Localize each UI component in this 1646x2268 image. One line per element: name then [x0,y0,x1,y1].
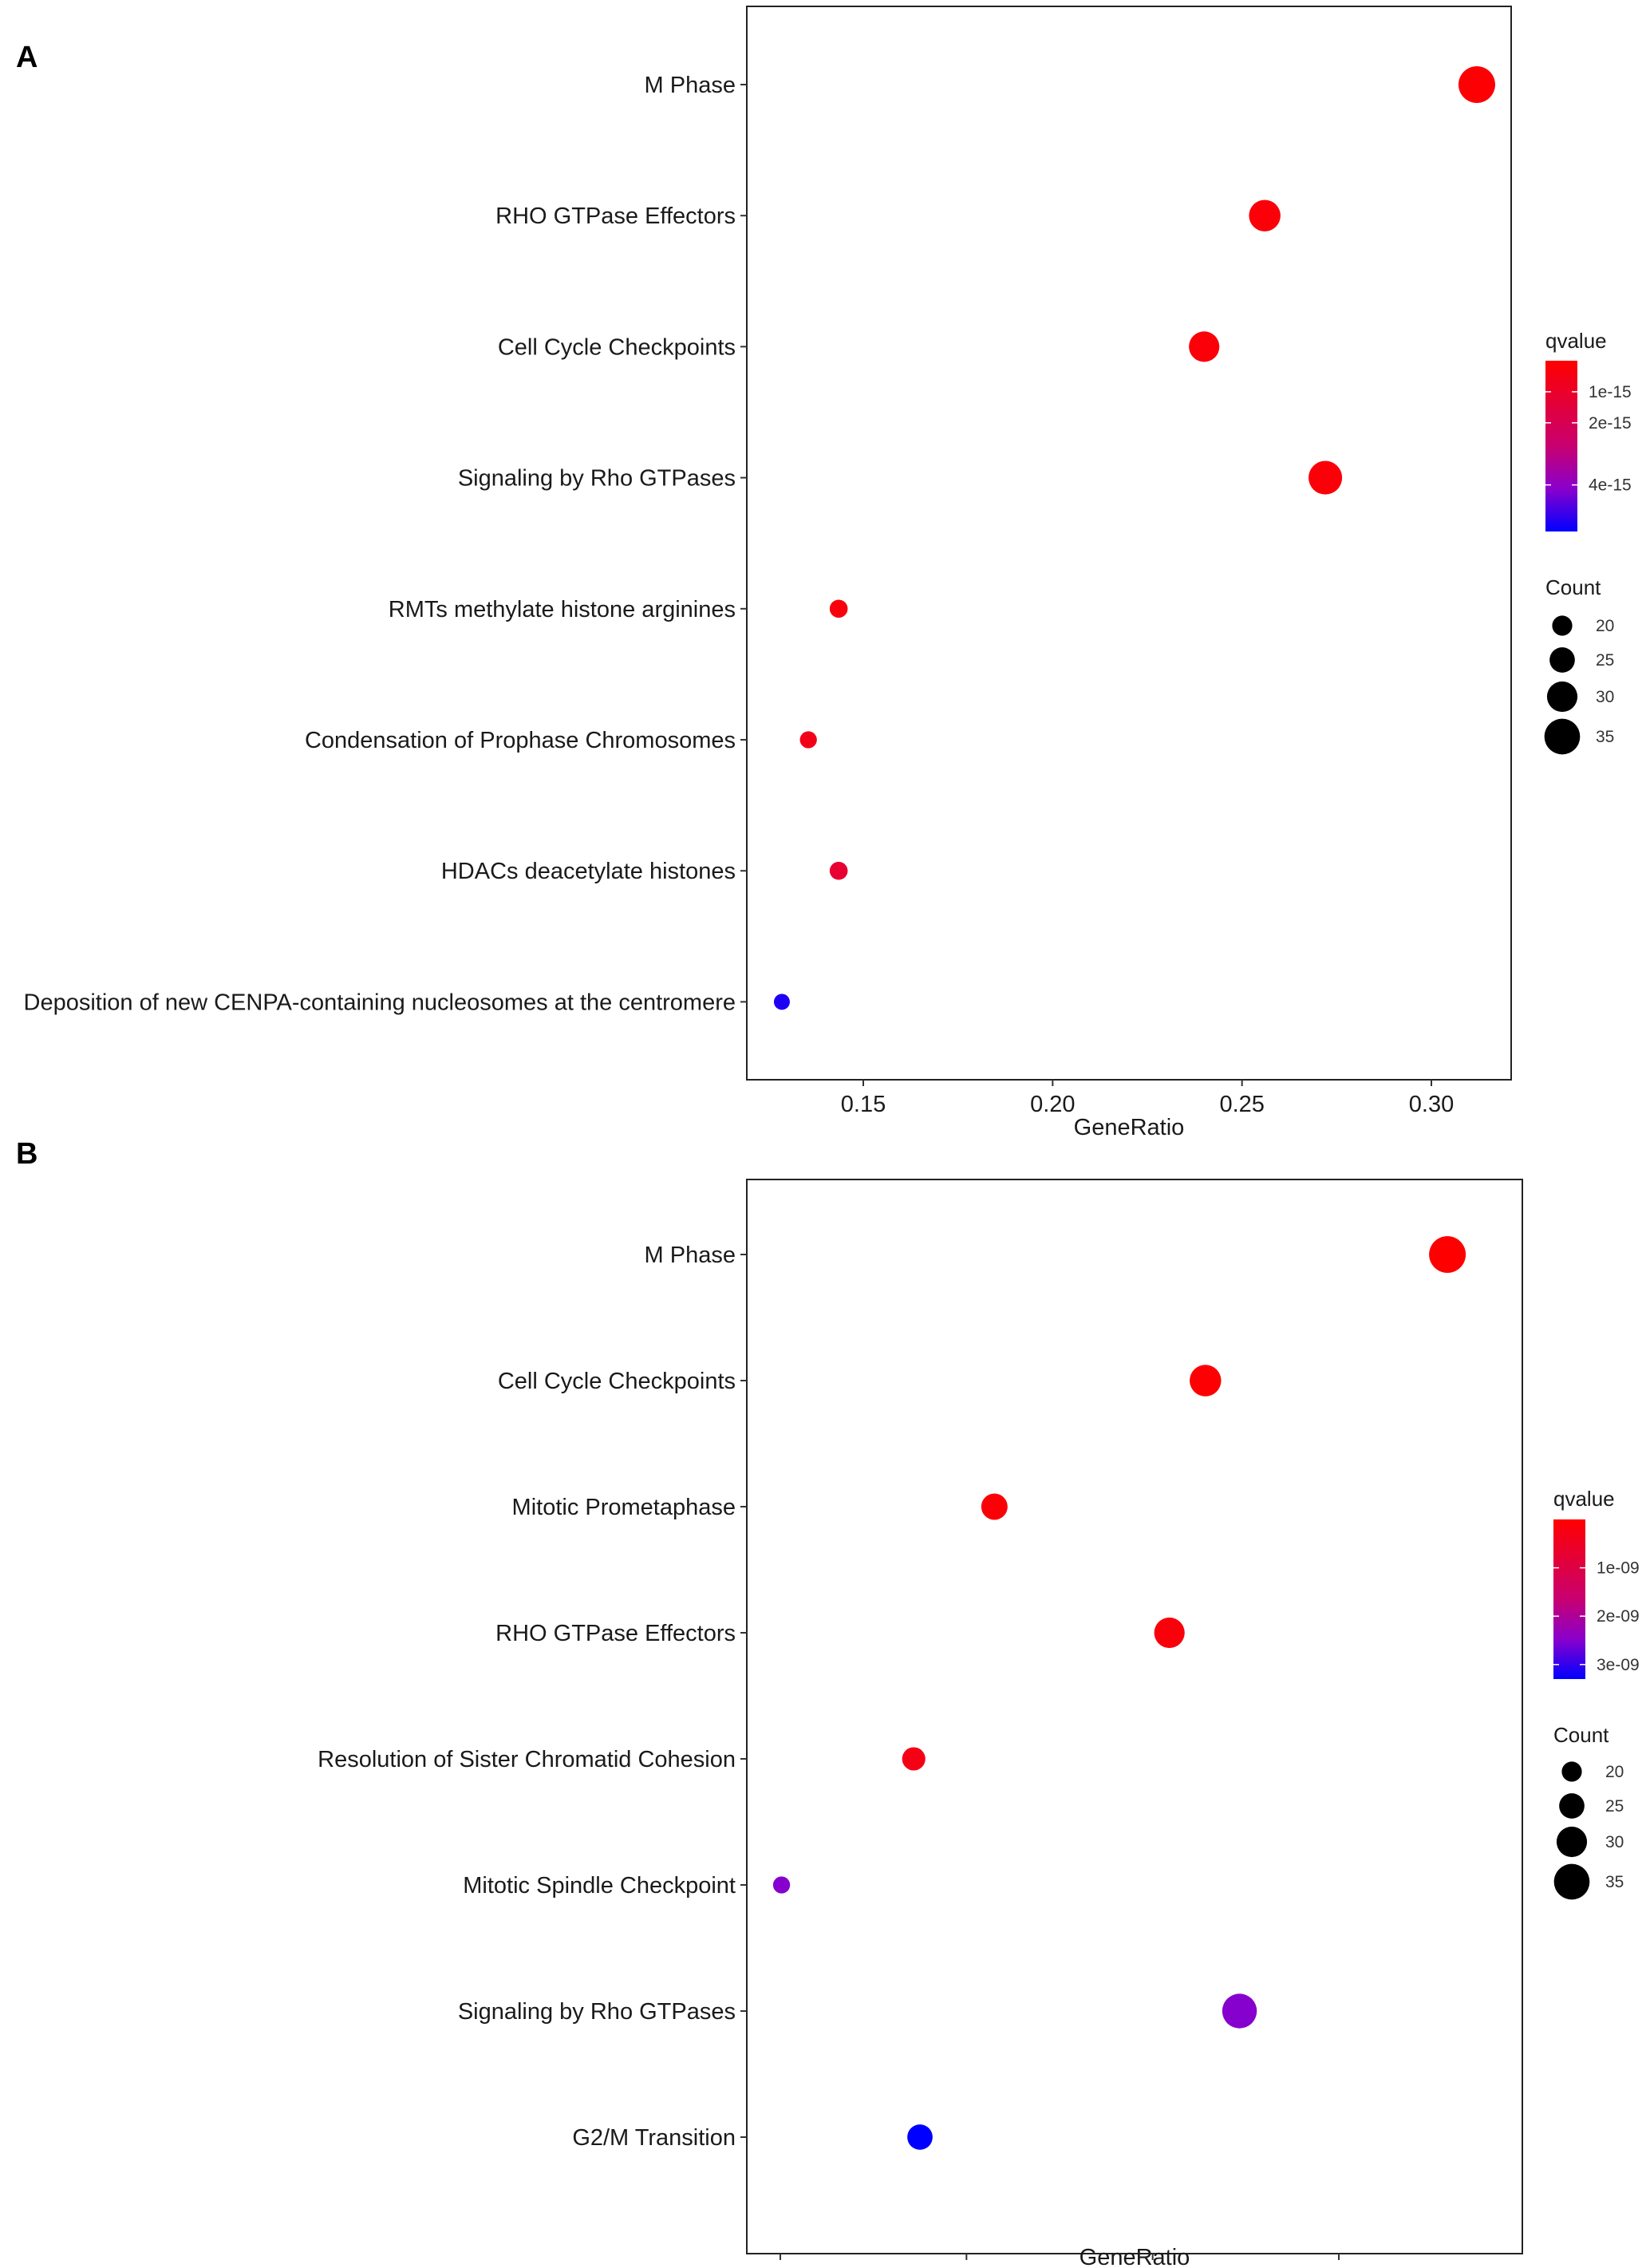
y-axis-labels: M Phase RHO GTPase Effectors Cell Cycle Ch… [24,73,736,1015]
size-legend-label: 25 [1596,651,1614,670]
y-tick-label: M Phase [645,1243,736,1268]
data-point [981,1493,1008,1520]
size-legend-title: Count [1553,1723,1609,1747]
y-tick-label: Mitotic Prometaphase [512,1495,736,1520]
data-point [829,599,848,618]
size-legend-circle [1559,1793,1585,1819]
data-point [907,2124,933,2150]
y-tick-label: Resolution of Sister Chromatid Cohesion [318,1747,736,1772]
data-point [1429,1236,1466,1273]
x-tick-label: 0.30 [1409,1092,1454,1117]
size-legend-circle [1553,1863,1590,1900]
y-tick-label: Condensation of Prophase Chromosomes [305,728,736,753]
color-legend-label: 3e-09 [1597,1656,1640,1674]
data-point [773,994,790,1010]
data-point [902,1747,926,1771]
color-legend-label: 2e-09 [1597,1607,1640,1626]
y-axis-ticks [740,84,747,1003]
y-tick-label: Signaling by Rho GTPases [458,1999,736,2025]
y-tick-label: HDACs deacetylate histones [441,859,736,884]
size-legend-circle [1552,615,1573,636]
y-tick-label: RHO GTPase Effectors [495,203,736,229]
data-point [1458,66,1495,103]
x-tick-label: 0.15 [1130,2266,1174,2268]
size-legend-circle [1544,718,1581,755]
x-axis-title: GeneRatio [1074,1115,1185,1140]
color-legend-label: 1e-09 [1597,1559,1640,1578]
x-tick-label: 0.18 [1316,2266,1361,2268]
y-tick-label: RMTs methylate histone arginines [389,597,736,622]
plot-frame [746,6,1512,1081]
y-tick-label: Cell Cycle Checkpoints [498,1369,736,1394]
y-tick-label: G2/M Transition [572,2125,736,2151]
data-point [1190,1365,1222,1397]
data-point [1189,331,1220,362]
data-points [772,1236,1466,2150]
color-legend-bar [1545,361,1577,531]
panel-b: B M Phase Cell Cycle Checkpoints Mitotic P… [16,1137,1640,2268]
size-legend-label: 30 [1605,1833,1624,1851]
legends: qvalue 1e-15 2e-15 4e-15 Count 20 25 30 35 [1544,329,1632,755]
x-tick-label: 0.25 [1219,1092,1264,1117]
y-tick-label: RHO GTPase Effectors [495,1621,736,1646]
y-tick-label: Mitotic Spindle Checkpoint [463,1873,736,1899]
color-legend-bar [1553,1519,1585,1679]
color-legend-title: qvalue [1545,329,1607,353]
size-legend-circle [1556,1826,1588,1858]
y-axis-labels: M Phase Cell Cycle Checkpoints Mitotic Pro… [318,1243,736,2151]
y-tick-label: Signaling by Rho GTPases [458,466,736,492]
color-legend-title: qvalue [1553,1487,1615,1511]
size-legend-label: 25 [1605,1797,1624,1816]
data-point [1222,1993,1257,2029]
x-axis-ticks: 0.15 0.20 0.25 0.30 [841,1080,1454,1117]
data-point [1309,460,1343,495]
x-tick-label: 0.09 [758,2266,803,2268]
x-axis-ticks: 0.09 0.12 0.15 0.18 [758,2254,1361,2268]
color-legend-label: 1e-15 [1589,383,1632,401]
color-legend-label: 4e-15 [1589,476,1632,495]
size-legend-label: 20 [1605,1763,1624,1781]
y-tick-label: Deposition of new CENPA-containing nucle… [24,990,736,1015]
data-point [772,1876,791,1894]
size-legend-label: 35 [1596,728,1614,746]
data-points [773,66,1495,1010]
size-legend-title: Count [1545,575,1601,599]
y-tick-label: M Phase [645,73,736,98]
size-legend-label: 35 [1605,1873,1624,1891]
data-point [799,731,817,749]
size-legend-circle [1549,647,1575,673]
x-tick-label: 0.12 [944,2266,989,2268]
panel-a: A M Phase RHO GTPase Effectors Cell Cycle … [16,6,1632,1140]
data-point [1154,1617,1185,1649]
legends: qvalue 1e-09 2e-09 3e-09 Count 20 25 30 35 [1553,1487,1640,1900]
size-legend-circle [1561,1761,1582,1782]
color-legend-label: 2e-15 [1589,414,1632,433]
y-tick-label: Cell Cycle Checkpoints [498,334,736,360]
y-axis-ticks [740,1254,747,2138]
plot-frame [746,1179,1523,2254]
x-axis-title: GeneRatio [1080,2245,1190,2268]
panel-label: B [16,1137,37,1171]
x-tick-label: 0.20 [1030,1092,1075,1117]
data-point [829,861,848,880]
size-legend-circle [1546,681,1578,713]
data-point [1249,200,1281,231]
panel-label: A [16,41,37,74]
size-legend-label: 20 [1596,617,1614,635]
x-tick-label: 0.15 [841,1092,886,1117]
size-legend-label: 30 [1596,688,1614,706]
